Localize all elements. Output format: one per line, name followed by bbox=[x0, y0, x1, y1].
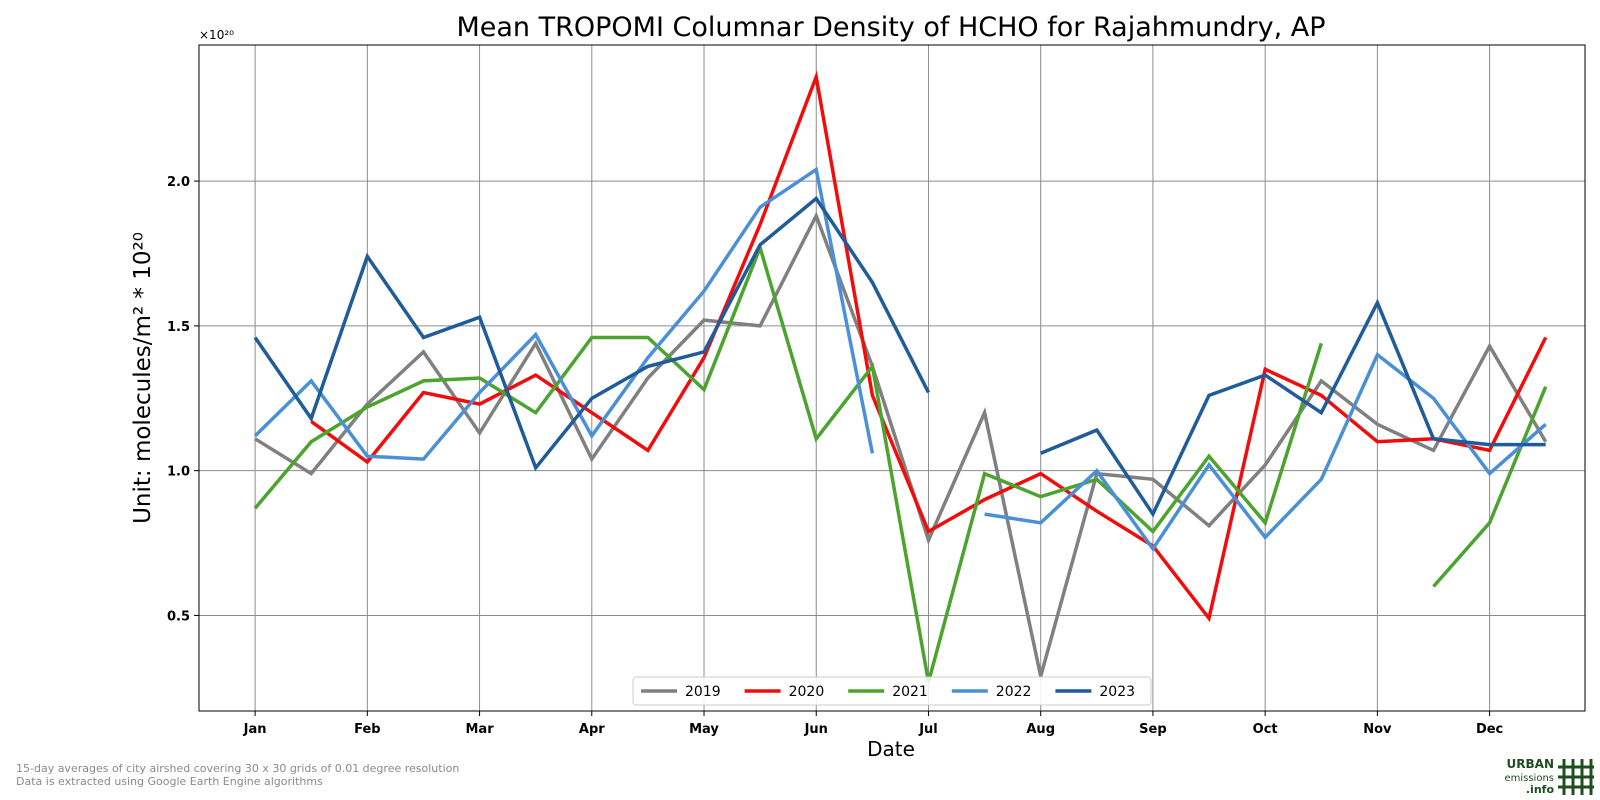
plot-frame bbox=[198, 44, 1586, 712]
logo-word-info: .info bbox=[1526, 783, 1555, 796]
series-line-2021 bbox=[253, 242, 1548, 683]
legend-label-2023: 2023 bbox=[1099, 684, 1135, 700]
series-layer bbox=[253, 70, 1548, 683]
x-tick-label: Oct bbox=[1253, 722, 1278, 737]
series-line-2020 bbox=[310, 70, 1548, 623]
grid bbox=[199, 45, 1585, 711]
legend-box bbox=[632, 676, 1152, 706]
chart-title: Mean TROPOMI Columnar Density of HCHO fo… bbox=[456, 12, 1325, 43]
logo-word-urban: URBAN bbox=[1507, 757, 1554, 771]
logo-word-emissions: emissions bbox=[1504, 773, 1554, 784]
urban-emissions-logo: URBAN emissions .info bbox=[1504, 757, 1594, 796]
legend-label-2020: 2020 bbox=[789, 684, 825, 700]
x-tick-label: Feb bbox=[354, 722, 380, 737]
x-axis-label: Date bbox=[867, 737, 915, 761]
y-tick-label: 1.0 bbox=[167, 465, 190, 480]
x-tick-label: Jan bbox=[243, 722, 267, 737]
footnote-line-2: Data is extracted using Google Earth Eng… bbox=[16, 775, 323, 788]
footnote-line-1: 15-day averages of city airshed covering… bbox=[16, 762, 460, 775]
x-ticks: Jan Feb Mar Apr May Jun Jul Aug Sep Oct Nov Dec bbox=[243, 711, 1503, 737]
legend-label-2022: 2022 bbox=[996, 684, 1032, 700]
x-tick-label: Apr bbox=[579, 722, 605, 737]
y-exponent-label: ×10²⁰ bbox=[199, 28, 234, 42]
x-tick-label: Sep bbox=[1139, 722, 1167, 737]
series-line-2023 bbox=[253, 195, 1546, 518]
legend: 2019 2020 2021 2022 2023 bbox=[632, 676, 1152, 706]
y-axis-label: Unit: molecules/m² * 10²⁰ bbox=[130, 232, 156, 524]
x-tick-label: Jul bbox=[918, 722, 938, 737]
y-tick-label: 1.5 bbox=[167, 320, 190, 335]
y-ticks: 0.5 1.0 1.5 2.0 bbox=[167, 175, 199, 624]
series-line-2019 bbox=[254, 211, 1548, 677]
y-tick-label: 0.5 bbox=[167, 609, 190, 624]
x-tick-label: Mar bbox=[466, 722, 495, 737]
x-tick-label: Aug bbox=[1026, 722, 1055, 737]
legend-label-2021: 2021 bbox=[892, 684, 928, 700]
x-tick-label: May bbox=[689, 722, 719, 737]
legend-label-2019: 2019 bbox=[685, 684, 721, 700]
x-tick-label: Nov bbox=[1363, 722, 1392, 737]
series-line-2022 bbox=[253, 166, 1547, 552]
x-tick-label: Dec bbox=[1476, 722, 1503, 737]
y-tick-label: 2.0 bbox=[167, 175, 190, 190]
logo-grid-icon bbox=[1558, 759, 1594, 795]
x-tick-label: Jun bbox=[804, 722, 828, 737]
